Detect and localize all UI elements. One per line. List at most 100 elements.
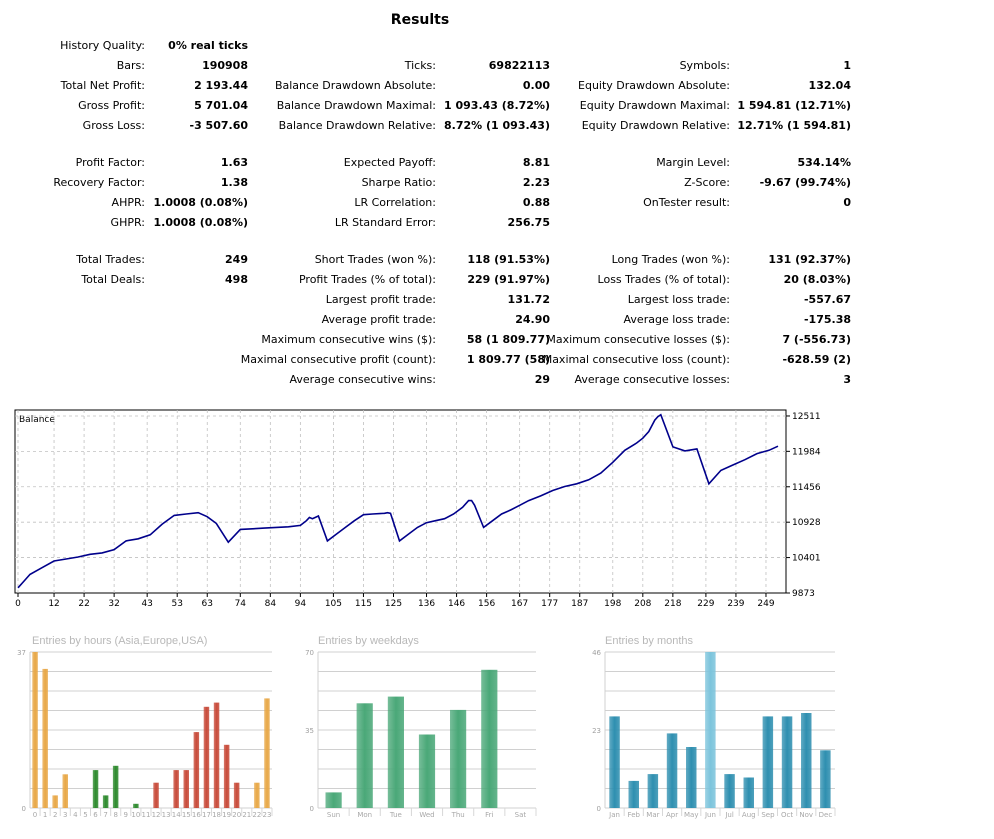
equity-dd-absolute-label: Equity Drawdown Absolute: [578,79,730,92]
equity-dd-relative-label: Equity Drawdown Relative: [581,119,730,132]
x-tick-label: 177 [541,599,558,608]
balance-line [17,413,779,589]
y-tick-label: 70 [305,649,314,657]
largest-profit-trade-label: Largest profit trade: [325,293,436,306]
total-trades-label: Total Trades: [76,253,145,266]
x-tick-label: 84 [265,599,277,608]
category-label: Jul [724,811,734,819]
category-label: Jun [704,811,716,819]
category-label: Nov [799,811,813,819]
bar [647,774,659,808]
bar [193,732,200,808]
category-label: 13 [162,811,171,819]
bars-value: 190908 [202,59,248,72]
total-deals-label: Total Deals: [81,273,145,286]
long-trades-value: 131 (92.37%) [768,253,851,266]
y-tick-label: 35 [305,727,314,735]
largest-loss-trade-value: -557.67 [803,293,851,306]
y-tick-label: 46 [592,649,601,657]
bar [356,703,373,808]
bar [762,716,774,808]
category-label: 4 [73,811,78,819]
category-label: Tue [389,811,402,819]
x-tick-label: 53 [171,599,182,608]
x-tick-label: 167 [511,599,528,608]
category-label: 19 [222,811,231,819]
recovery-factor-label: Recovery Factor: [53,176,145,189]
expected-payoff-label: Expected Payoff: [343,156,436,169]
expected-payoff-value: 8.81 [522,156,550,169]
category-label: 2 [53,811,57,819]
equity-dd-relative-value: 12.71% (1 594.81) [737,119,851,132]
bar [42,668,48,808]
ontester-result-value: 0 [843,196,851,209]
category-label: 10 [131,811,140,819]
x-tick-label: 239 [727,599,744,608]
loss-trades-value: 20 (8.03%) [783,273,851,286]
category-label: 1 [43,811,47,819]
chart-title: Balance [19,415,55,425]
equity-dd-absolute-value: 132.04 [808,79,851,92]
x-tick-label: 249 [757,599,774,608]
category-label: 6 [93,811,98,819]
category-label: 18 [212,811,221,819]
x-tick-label: 136 [418,599,435,608]
entries-by-weekdays-chart: Entries by weekdays 0 35 70 Sun Mon Tue Wed Thu F… [305,635,537,819]
ghpr-label: GHPR: [110,216,145,229]
y-tick-label: 10928 [792,518,821,528]
profit-trades-label: Profit Trades (% of total): [298,273,436,286]
entries-by-months-chart: Entries by months 0 23 46 Jan Feb Mar Apr May Jun… [592,635,836,819]
lr-correlation-label: LR Correlation: [354,196,436,209]
category-label: Mar [646,811,659,819]
maximal-consecutive-profit-value: 1 809.77 (58) [466,353,550,366]
x-tick-label: 156 [478,599,495,608]
bar [387,696,404,808]
y-tick-label: 11456 [792,483,821,493]
max-consecutive-wins-label: Maximum consecutive wins ($): [261,333,436,346]
bar [628,780,639,808]
max-consecutive-losses-value: 7 (-556.73) [782,333,851,346]
maximal-consecutive-loss-value: -628.59 (2) [782,353,851,366]
balance-chart: Balance 0 12 22 32 43 53 63 74 84 94 105 115 125 136 14… [14,409,821,608]
category-label: 9 [124,811,128,819]
bar [203,706,210,808]
balance-dd-relative-label: Balance Drawdown Relative: [278,119,436,132]
chart-title: Entries by months [605,635,694,647]
sharpe-ratio-label: Sharpe Ratio: [361,176,436,189]
max-consecutive-losses-label: Maximum consecutive losses ($): [546,333,730,346]
gross-loss-label: Gross Loss: [82,119,145,132]
bar [418,734,436,808]
total-net-profit-label: Total Net Profit: [60,79,145,92]
ahpr-label: AHPR: [111,196,145,209]
history-quality-value: 0% real ticks [168,39,248,52]
largest-profit-trade-value: 131.72 [507,293,550,306]
average-loss-trade-label: Average loss trade: [623,313,730,326]
x-tick-label: 12 [48,599,59,608]
balance-dd-maximal-label: Balance Drawdown Maximal: [276,99,436,112]
equity-dd-maximal-value: 1 594.81 (12.71%) [737,99,851,112]
y-tick-label: 9873 [792,589,815,599]
ghpr-value: 1.0008 (0.08%) [153,216,249,229]
category-label: 12 [152,811,161,819]
bar [233,782,240,808]
maximal-consecutive-loss-label: Maximal consecutive loss (count): [542,353,730,366]
balance-dd-maximal-value: 1 093.43 (8.72%) [444,99,550,112]
x-tick-label: 22 [78,599,89,608]
category-label: 3 [63,811,67,819]
total-trades-value: 249 [225,253,248,266]
category-label: Sun [327,811,340,819]
total-net-profit-value: 2 193.44 [194,79,248,92]
x-tick-label: 74 [235,599,247,608]
equity-dd-maximal-label: Equity Drawdown Maximal: [579,99,730,112]
category-label: 23 [262,811,271,819]
category-label: Sat [515,811,527,819]
category-label: Aug [742,811,756,819]
lr-standard-error-label: LR Standard Error: [334,216,436,229]
plot-frame [14,409,787,594]
category-label: 20 [232,811,241,819]
category-label: Wed [419,811,434,819]
bar [450,709,467,808]
category-label: Dec [819,811,833,819]
category-label: 21 [242,811,251,819]
category-label: 5 [83,811,87,819]
